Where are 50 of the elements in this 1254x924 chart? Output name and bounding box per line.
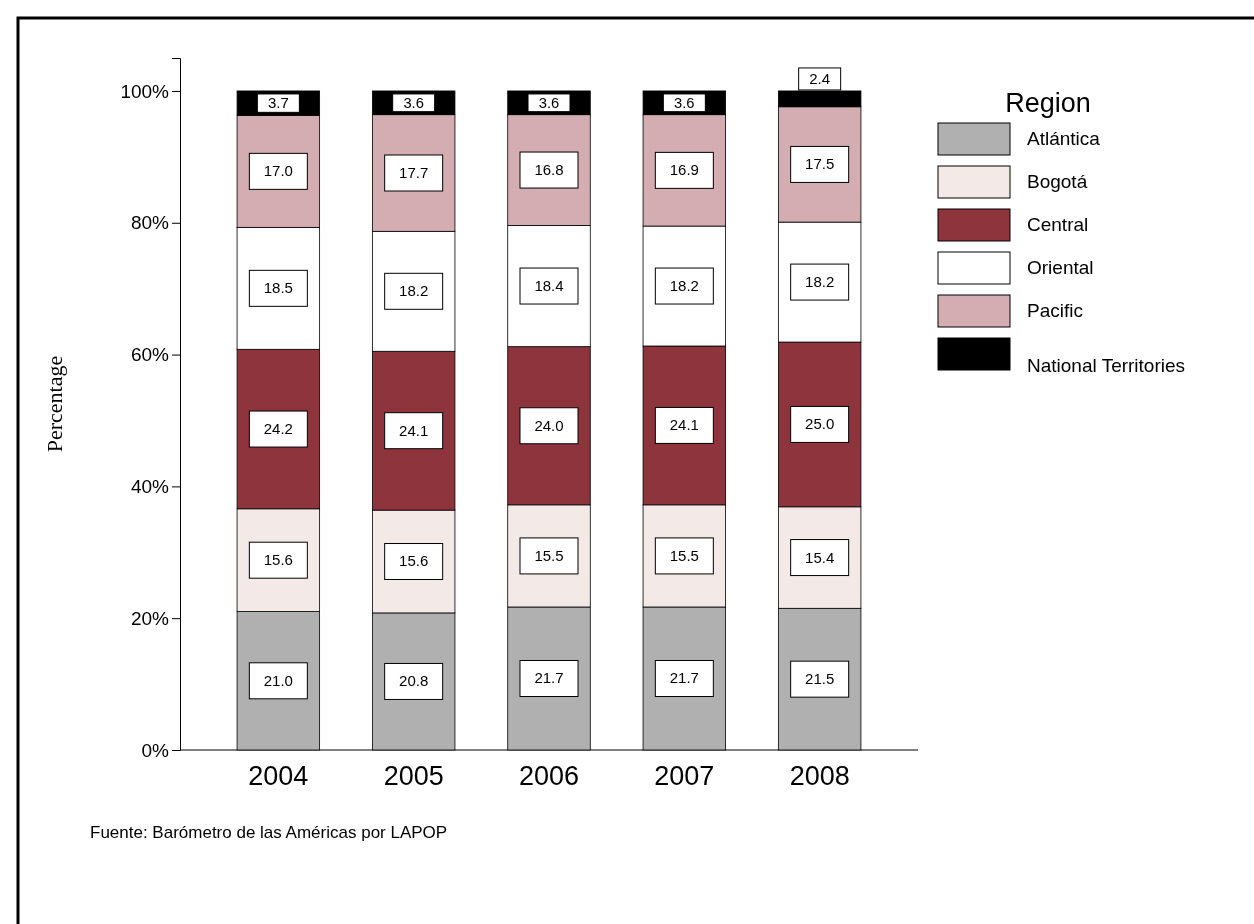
data-label: 18.4 (534, 277, 564, 294)
data-label: 3.7 (267, 94, 289, 112)
data-label: 17.5 (805, 155, 835, 173)
data-label: 16.9 (669, 161, 699, 179)
legend-label: Bogotá (1027, 171, 1088, 193)
legend-label: Oriental (1027, 257, 1094, 279)
data-label: 3.6 (538, 94, 560, 111)
data-label: 21.5 (805, 670, 835, 688)
data-label: 21.7 (669, 669, 699, 687)
data-label: 15.4 (805, 548, 835, 566)
data-label: 15.5 (669, 546, 699, 564)
data-label: 17.0 (263, 162, 293, 180)
x-tick-label: 2005 (383, 761, 444, 792)
data-label: 24.1 (669, 416, 699, 434)
y-tick-label: 20% (130, 607, 170, 629)
data-label: 17.7 (399, 163, 429, 181)
data-label: 21.7 (534, 669, 564, 687)
x-tick-label: 2008 (789, 761, 850, 792)
legend-title: Region (1005, 88, 1091, 118)
legend-label: National Territories (1027, 355, 1186, 377)
data-label: 15.6 (263, 551, 293, 569)
x-tick-label: 2007 (654, 761, 715, 792)
source-note: Fuente: Barómetro de las Américas por LAPOP (90, 823, 448, 842)
data-label: 18.2 (805, 273, 835, 291)
y-axis-title: Percentage (42, 355, 67, 453)
data-label: 24.1 (399, 421, 429, 439)
data-label: 18.2 (399, 282, 429, 300)
data-label: 25.0 (805, 415, 835, 433)
data-label: 3.6 (403, 94, 424, 111)
data-label: 16.8 (534, 161, 564, 179)
y-tick-label: 100% (120, 80, 170, 102)
data-label: 2.4 (809, 69, 831, 87)
data-label: 18.2 (669, 277, 699, 294)
legend-label: Pacific (1027, 300, 1083, 322)
data-label: 15.5 (534, 546, 564, 564)
data-label: 21.0 (263, 671, 293, 689)
x-tick-label: 2004 (248, 761, 309, 792)
data-label: 24.0 (534, 416, 564, 434)
data-label: 20.8 (399, 672, 429, 690)
data-label: 24.2 (263, 420, 293, 438)
legend-label: Central (1027, 214, 1089, 236)
y-tick-label: 80% (130, 212, 170, 234)
data-label: 3.6 (674, 94, 695, 111)
y-tick-label: 0% (141, 739, 170, 761)
x-tick-label: 2006 (518, 761, 580, 792)
y-tick-label: 60% (130, 344, 170, 366)
data-label: 18.5 (263, 279, 293, 297)
data-label: 15.6 (399, 552, 429, 570)
y-tick-label: 40% (130, 475, 170, 497)
legend-label: Atlántica (1027, 128, 1101, 150)
